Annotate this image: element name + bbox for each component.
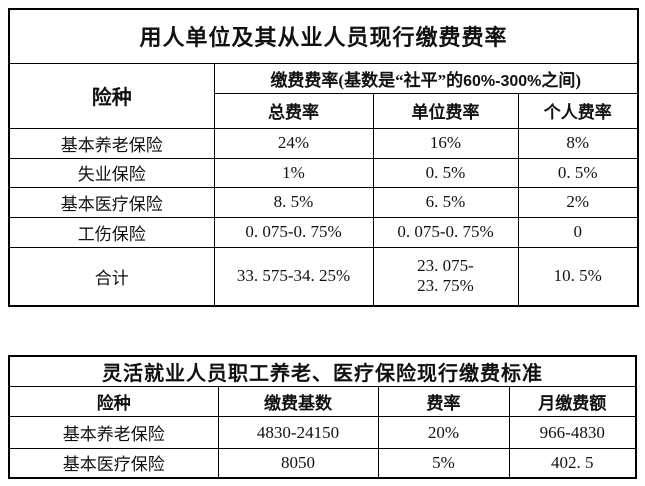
table-row: 失业保险 1% 0. 5% 0. 5% [8, 157, 639, 188]
table1-row-medical-employer: 6. 5% [372, 186, 519, 218]
table1-row-medical-name: 基本医疗保险 [8, 186, 215, 218]
table2-row-medical-rate: 5% [377, 448, 510, 478]
table1-row-medical-total: 8. 5% [213, 186, 374, 218]
table1-row-injury-name: 工伤保险 [8, 216, 215, 248]
rate-header-range: 60%-300% [463, 72, 542, 90]
table2-row-pension-monthly: 966-4830 [508, 416, 637, 449]
table1-row-unemployment-total: 1% [213, 157, 374, 188]
table2-row-medical-base: 8050 [217, 448, 379, 478]
table1-row-unemployment-employer: 0. 5% [372, 157, 519, 188]
table1-subheader-personal-rate: 个人费率 [517, 92, 639, 129]
rate-header-prefix: 缴费费率(基数是“社平”的 [270, 70, 464, 90]
table1-insurance-type-header: 险种 [8, 62, 215, 129]
table1-subheader-total-rate: 总费率 [213, 92, 374, 129]
table2-row-pension-base: 4830-24150 [217, 416, 379, 449]
table1-rate-base-header: 缴费费率(基数是“社平”的60%-300%之间) [213, 62, 639, 94]
table1-row-total-employer: 23. 075- 23. 75% [372, 246, 519, 307]
table1-row-total-personal: 10. 5% [517, 246, 639, 307]
table2-header-insurance-type: 险种 [8, 386, 219, 417]
table2-title: 灵活就业人员职工养老、医疗保险现行缴费标准 [8, 355, 637, 387]
table-row: 工伤保险 0. 075-0. 75% 0. 075-0. 75% 0 [8, 216, 639, 248]
rate-header-suffix: 之间) [541, 70, 582, 90]
table2-row-pension-rate: 20% [377, 416, 510, 449]
table-row: 基本医疗保险 8050 5% 402. 5 [8, 448, 637, 478]
table1-title: 用人单位及其从业人员现行缴费费率 [8, 8, 639, 64]
employer-rates-table: 用人单位及其从业人员现行缴费费率 险种 缴费费率(基数是“社平”的60%-300… [8, 8, 640, 307]
table2-header-rate: 费率 [377, 386, 510, 417]
table1-row-total-total: 33. 575-34. 25% [213, 246, 374, 307]
table1-subheader-employer-rate: 单位费率 [372, 92, 519, 129]
table1-row-unemployment-personal: 0. 5% [517, 157, 639, 188]
table1-row-pension-total: 24% [213, 127, 374, 159]
table2-row-medical-name: 基本医疗保险 [8, 448, 219, 478]
table-row: 合计 33. 575-34. 25% 23. 075- 23. 75% 10. … [8, 246, 639, 307]
flexible-employment-table: 灵活就业人员职工养老、医疗保险现行缴费标准 险种 缴费基数 费率 月缴费额 基本… [8, 355, 637, 479]
table1-row-unemployment-name: 失业保险 [8, 157, 215, 188]
table1-row-injury-employer: 0. 075-0. 75% [372, 216, 519, 248]
table1-row-pension-name: 基本养老保险 [8, 127, 215, 159]
table2-header-contribution-base: 缴费基数 [217, 386, 379, 417]
table-row: 基本养老保险 24% 16% 8% [8, 127, 639, 159]
table1-row-pension-personal: 8% [517, 127, 639, 159]
table1-row-total-name: 合计 [8, 246, 215, 307]
table1-row-pension-employer: 16% [372, 127, 519, 159]
table-row: 基本养老保险 4830-24150 20% 966-4830 [8, 416, 637, 449]
table1-row-medical-personal: 2% [517, 186, 639, 218]
table1-row-injury-total: 0. 075-0. 75% [213, 216, 374, 248]
table2-row-medical-monthly: 402. 5 [508, 448, 637, 478]
table2-header-monthly-amount: 月缴费额 [508, 386, 637, 417]
table2-row-pension-name: 基本养老保险 [8, 416, 219, 449]
table1-row-injury-personal: 0 [517, 216, 639, 248]
table-row: 基本医疗保险 8. 5% 6. 5% 2% [8, 186, 639, 218]
